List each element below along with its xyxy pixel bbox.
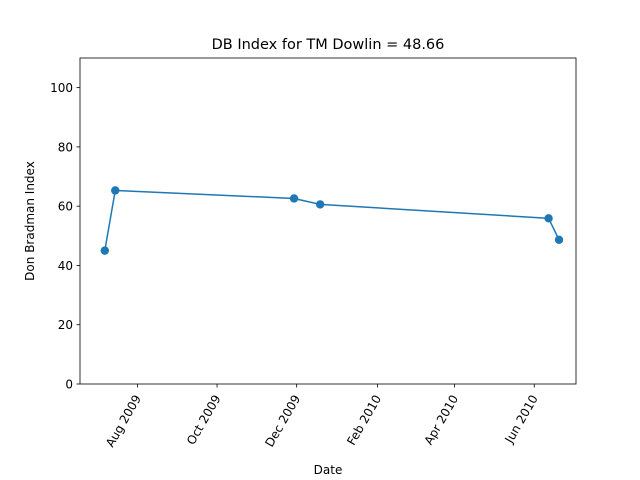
plot-frame (79, 57, 577, 385)
data-point (315, 200, 325, 209)
x-tick-label: Dec 2009 (262, 393, 303, 450)
x-axis-label: Date (314, 463, 343, 477)
x-tick-label: Oct 2009 (184, 393, 224, 448)
data-point (111, 186, 120, 195)
x-tick-label: Apr 2010 (422, 393, 462, 448)
x-tick-label: Aug 2009 (103, 393, 144, 450)
y-axis-label: Don Bradman Index (23, 161, 37, 281)
data-point (289, 194, 299, 203)
y-tick-label: 40 (58, 259, 73, 273)
y-tick-label: 80 (58, 140, 73, 154)
data-point (554, 235, 564, 244)
chart-title: DB Index for TM Dowlin = 48.66 (212, 37, 445, 53)
y-tick-label: 100 (50, 81, 73, 95)
plot-area (79, 57, 577, 385)
y-tick-label: 60 (58, 200, 73, 214)
y-tick-label: 20 (58, 318, 73, 332)
y-axis: 0 20 40 60 80 100 (50, 81, 80, 392)
x-tick-label: Jun 2010 (502, 393, 541, 447)
series-line (104, 189, 560, 251)
x-axis: Aug 2009 Oct 2009 Dec 2009 Feb 2010 Apr 2010… (103, 384, 541, 450)
data-point (544, 214, 553, 223)
data-point (100, 246, 110, 255)
x-tick-label: Feb 2010 (344, 393, 384, 448)
y-tick-label: 0 (65, 378, 73, 392)
series-line-group (100, 186, 564, 255)
